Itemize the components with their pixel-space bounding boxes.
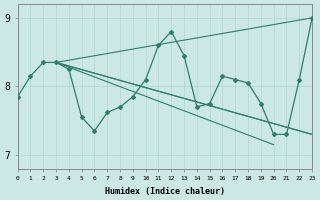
X-axis label: Humidex (Indice chaleur): Humidex (Indice chaleur)	[105, 187, 225, 196]
